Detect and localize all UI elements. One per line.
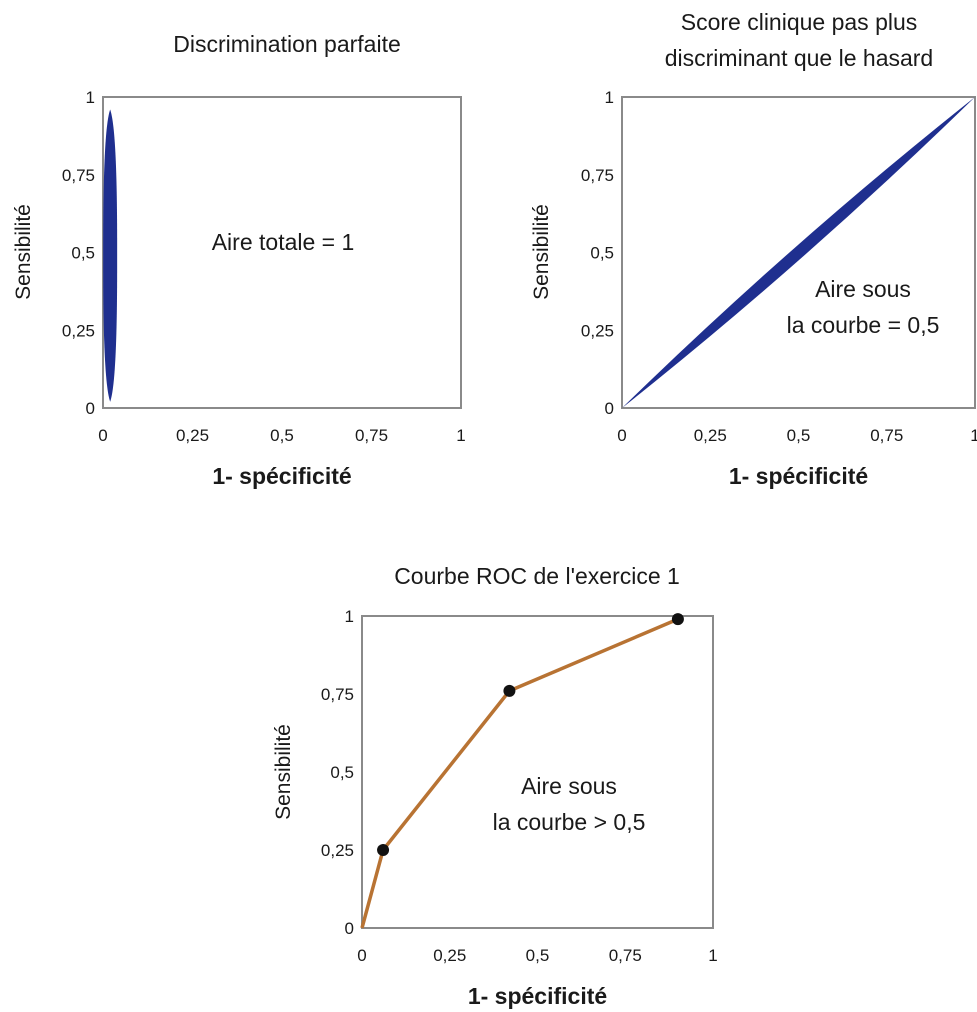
plot-frame [102, 96, 462, 409]
area-annotation: Aire sous [815, 276, 911, 302]
chart-title: Discrimination parfaite [173, 31, 401, 57]
y-tick-label: 0,25 [581, 321, 614, 340]
plot-frame [621, 96, 976, 409]
x-axis-label: 1- spécificité [212, 463, 351, 489]
x-tick-label: 0,75 [870, 426, 903, 445]
roc-chart-2: Score clinique pas plus discriminant que … [530, 9, 977, 489]
roc-curve [622, 97, 975, 408]
x-tick-label: 0,75 [609, 946, 642, 965]
roc-chart-3: Courbe ROC de l'exercice 1 0 0,25 0,5 0,75 1 0… [272, 563, 718, 1009]
x-tick-label: 0 [617, 426, 626, 445]
x-tick-label: 0 [357, 946, 366, 965]
area-annotation: la courbe > 0,5 [493, 809, 646, 835]
y-axis-label: Sensibilité [272, 724, 295, 820]
roc-point [503, 684, 516, 697]
y-tick-label: 0 [86, 399, 95, 418]
chart-title: discriminant que le hasard [665, 45, 933, 71]
y-tick-label: 0,5 [590, 244, 614, 263]
roc-point [671, 613, 684, 626]
roc-chart-1: Discrimination parfaite 0 0,25 0,5 0,75 1 0 0,2… [12, 31, 466, 489]
area-annotation: Aire totale = 1 [212, 229, 355, 255]
roc-curve [103, 109, 118, 402]
roc-curve [360, 617, 679, 929]
x-tick-label: 0,5 [526, 946, 550, 965]
y-tick-label: 0,5 [71, 244, 95, 263]
y-tick-label: 0,25 [62, 321, 95, 340]
area-annotation: la courbe = 0,5 [787, 312, 940, 338]
x-tick-label: 0,25 [694, 426, 727, 445]
x-tick-label: 1 [456, 426, 465, 445]
x-tick-label: 0,5 [270, 426, 294, 445]
x-axis-label: 1- spécificité [729, 463, 868, 489]
x-axis-label: 1- spécificité [468, 983, 607, 1009]
x-tick-label: 0,5 [787, 426, 811, 445]
y-tick-label: 1 [605, 88, 614, 107]
y-tick-label: 0,5 [330, 763, 354, 782]
y-tick-label: 0,75 [62, 166, 95, 185]
area-annotation: Aire sous [521, 773, 617, 799]
x-tick-label: 1 [970, 426, 977, 445]
x-tick-label: 0 [98, 426, 107, 445]
y-tick-label: 0 [345, 919, 354, 938]
y-tick-label: 1 [86, 88, 95, 107]
x-tick-label: 0,25 [176, 426, 209, 445]
y-tick-label: 0,75 [321, 685, 354, 704]
y-axis-label: Sensibilité [12, 204, 35, 300]
y-axis-label: Sensibilité [530, 204, 553, 300]
x-tick-label: 0,75 [355, 426, 388, 445]
roc-point [377, 844, 390, 856]
x-tick-label: 1 [708, 946, 717, 965]
chart-title: Score clinique pas plus [681, 9, 918, 35]
y-tick-label: 0 [605, 399, 614, 418]
plot-frame [361, 615, 714, 929]
y-tick-label: 1 [345, 607, 354, 626]
y-tick-label: 0,75 [581, 166, 614, 185]
x-tick-label: 0,25 [433, 946, 466, 965]
y-tick-label: 0,25 [321, 841, 354, 860]
chart-title: Courbe ROC de l'exercice 1 [394, 563, 680, 589]
